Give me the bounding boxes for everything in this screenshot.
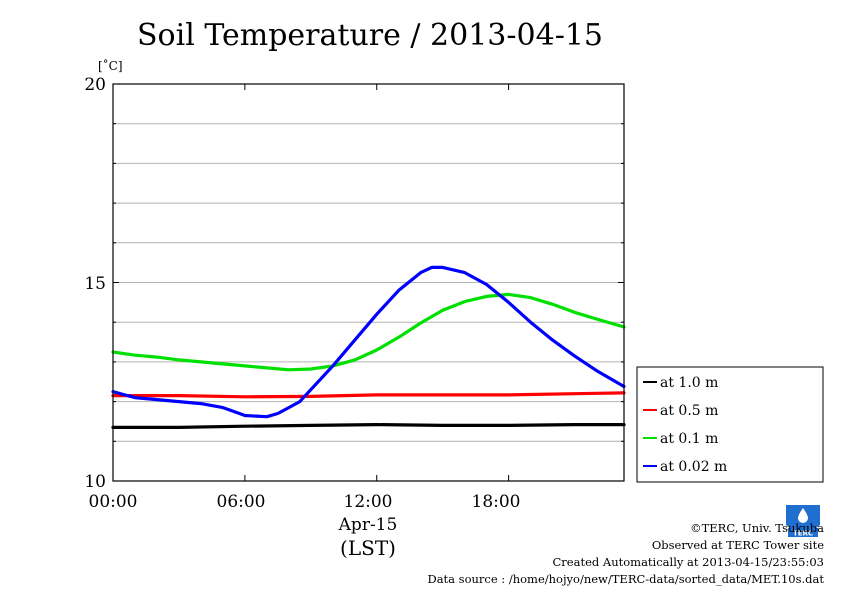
axis-ticks	[112, 83, 624, 482]
series-line-002m	[111, 265, 626, 419]
legend: at 1.0 m at 0.5 m at 0.1 m at 0.02 m	[636, 366, 824, 483]
observation-site-credit: Observed at TERC Tower site	[651, 538, 824, 552]
y-tick-label-15: 15	[84, 274, 106, 294]
legend-item-01m: at 0.1 m	[643, 431, 718, 447]
legend-item-05m: at 0.5 m	[643, 403, 718, 419]
legend-item-002m: at 0.02 m	[643, 459, 727, 475]
y-tick-label-10: 10	[84, 472, 106, 492]
legend-label-01m: at 0.1 m	[660, 431, 718, 447]
x-tick-label-0000: 00:00	[89, 492, 138, 512]
svg-text:TERC: TERC	[793, 530, 813, 538]
series-line-01m	[111, 292, 626, 372]
series-lines	[111, 265, 626, 429]
legend-label-002m: at 0.02 m	[660, 459, 727, 475]
chart-title: Soil Temperature / 2013-04-15	[137, 18, 603, 53]
legend-box	[636, 366, 824, 483]
copyright-credit: ©TERC, Univ. Tsukuba	[690, 521, 824, 535]
legend-item-1m: at 1.0 m	[643, 375, 718, 391]
x-tick-label-1800: 18:00	[472, 492, 521, 512]
series-line-05m	[111, 391, 626, 399]
terc-logo-icon: TERC	[786, 505, 820, 538]
creation-timestamp: Created Automatically at 2013-04-15/23:5…	[552, 555, 825, 569]
y-tick-label-20: 20	[84, 75, 106, 95]
legend-label-05m: at 0.5 m	[660, 403, 718, 419]
x-axis-date-label: Apr-15	[338, 515, 398, 535]
x-tick-label-1200: 12:00	[344, 492, 393, 512]
data-source-path: Data source : /home/hojyo/new/TERC-data/…	[427, 572, 824, 586]
legend-label-1m: at 1.0 m	[660, 375, 718, 391]
series-line-1m	[111, 423, 626, 429]
y-axis-unit-label: [˚C]	[98, 58, 123, 73]
x-axis-timezone-label: (LST)	[340, 536, 396, 560]
x-tick-label-0600: 06:00	[217, 492, 266, 512]
